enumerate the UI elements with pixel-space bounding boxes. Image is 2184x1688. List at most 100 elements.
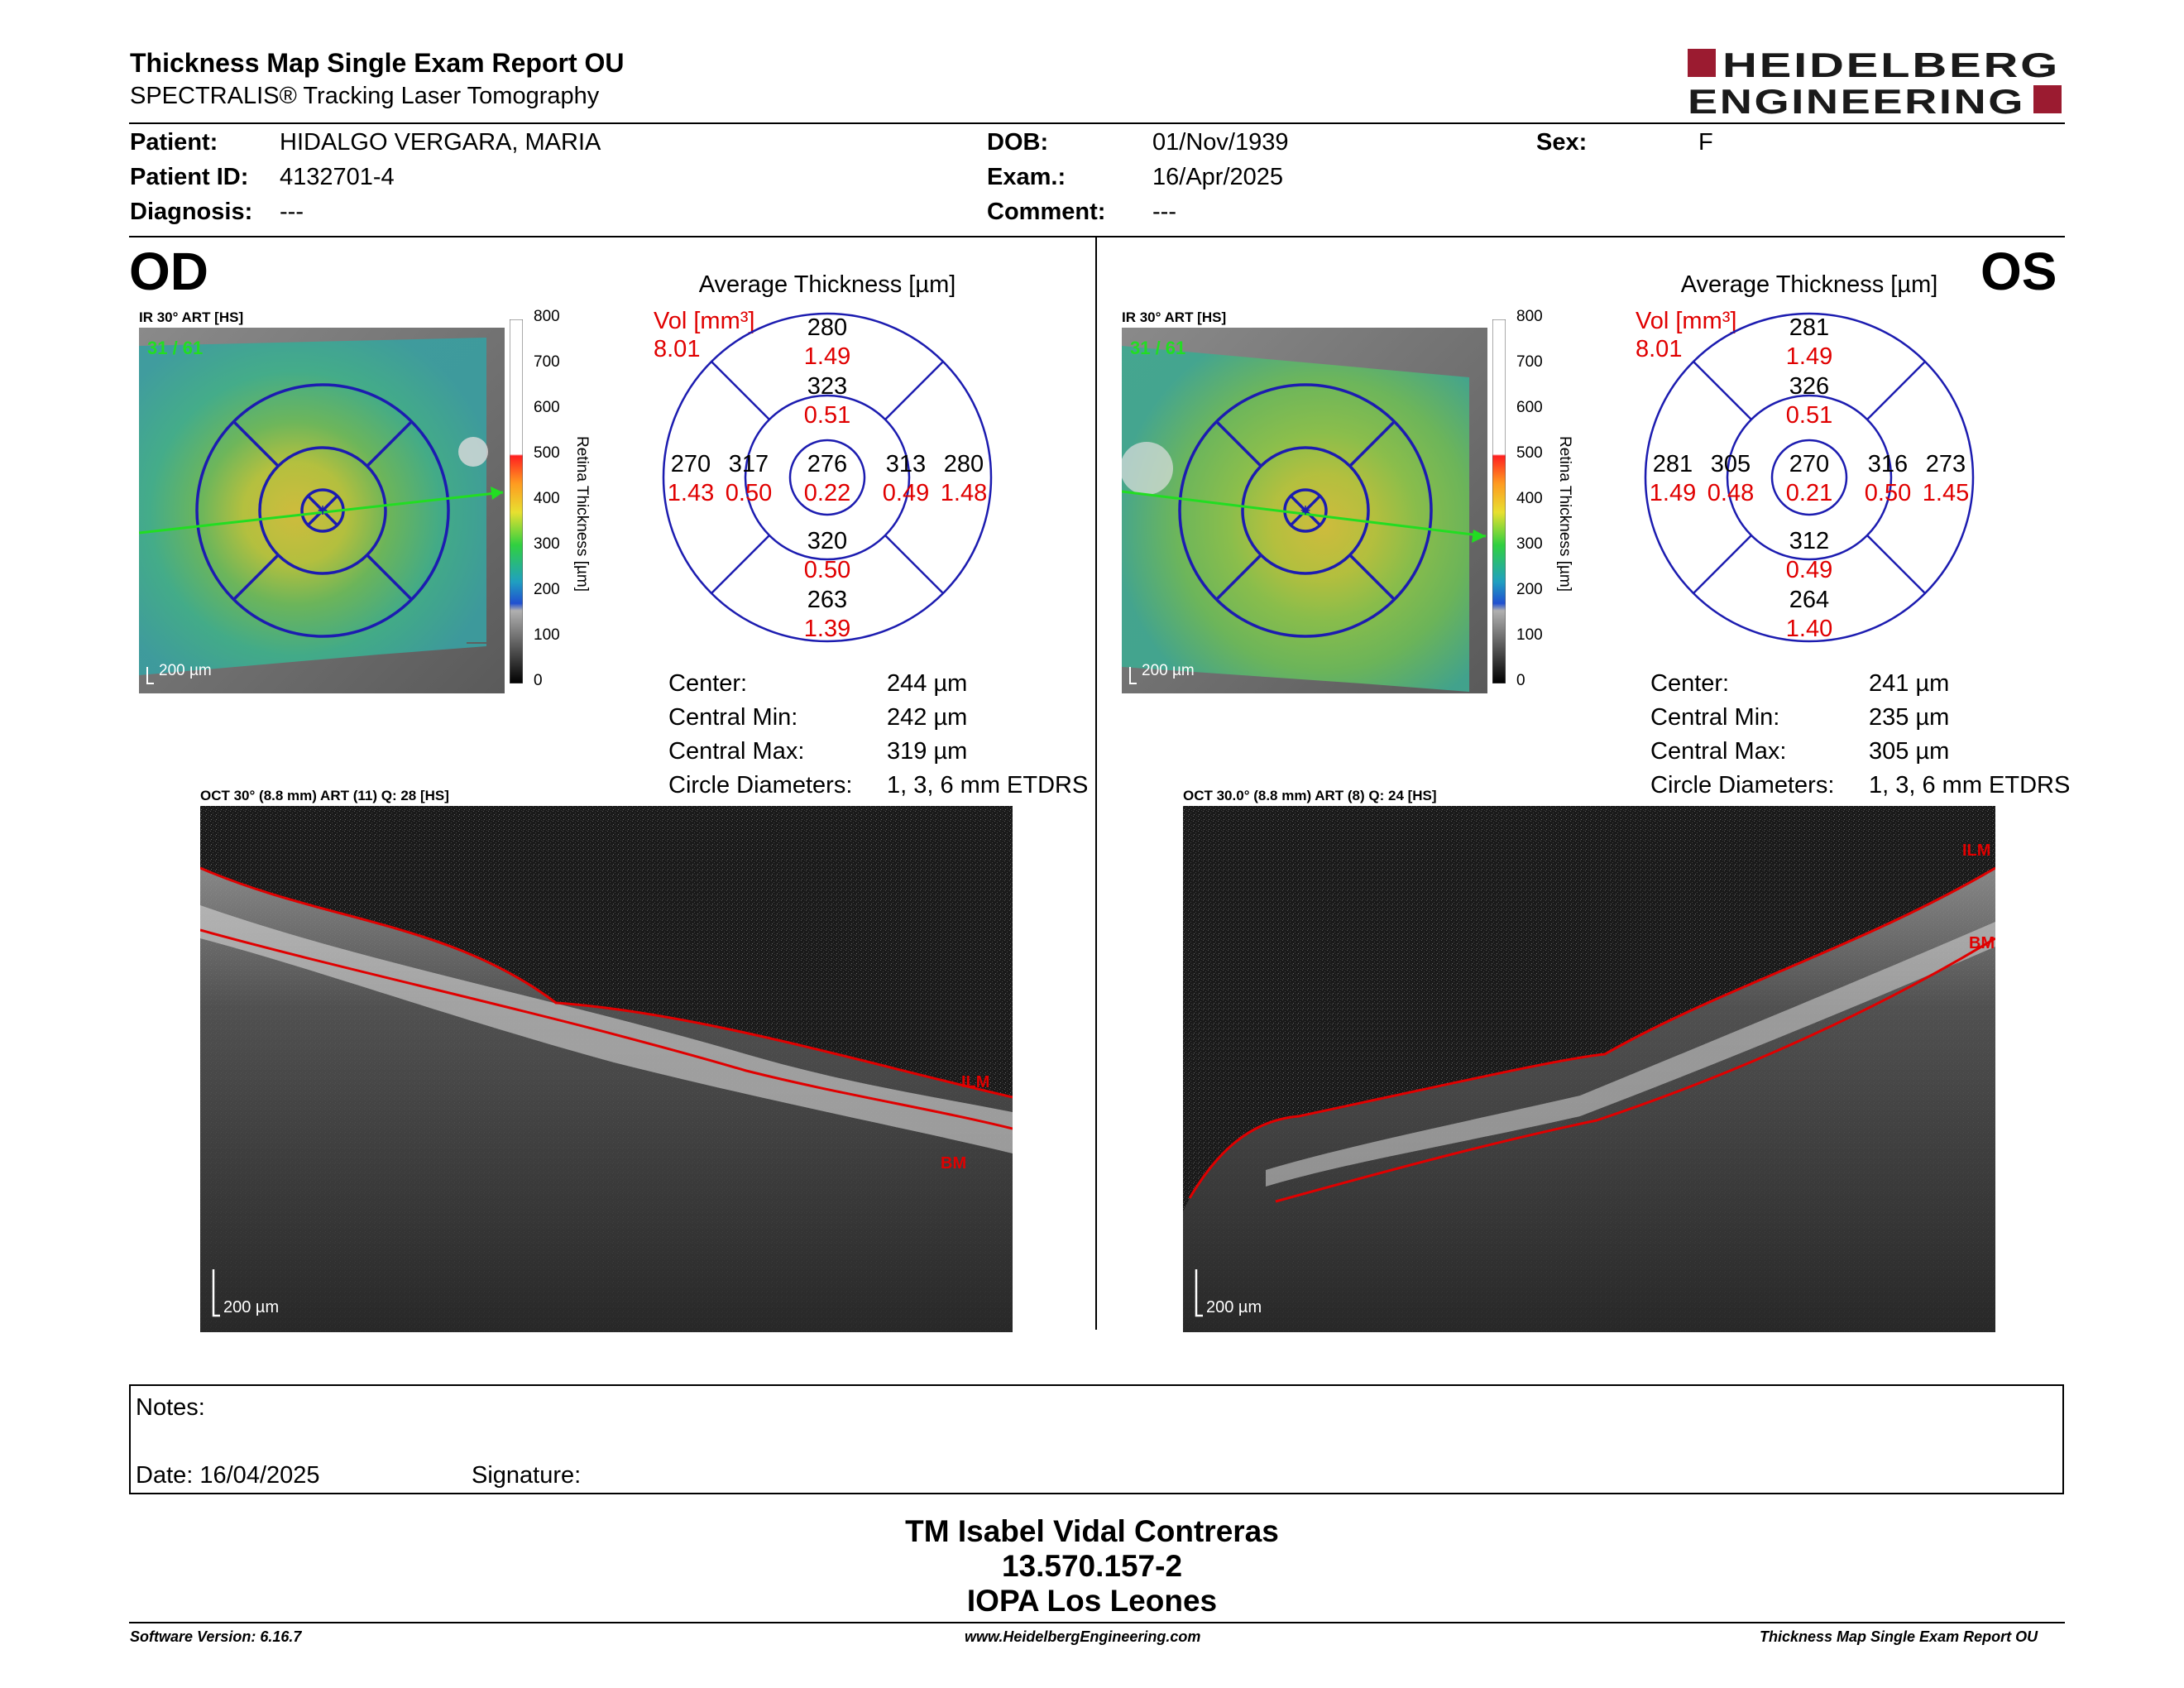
od-center-label: Center: <box>668 670 748 697</box>
dob-label: DOB: <box>987 129 1049 156</box>
os-inner-left-thickness: 305 <box>1710 451 1751 477</box>
od-oct-scale: 200 µm <box>223 1298 279 1316</box>
os-max-label: Central Max: <box>1650 738 1787 765</box>
od-inner-sup-volume: 0.51 <box>803 402 851 429</box>
od-tick: 200 <box>534 581 560 598</box>
eye-divider <box>1095 237 1097 1330</box>
os-center-label: Center: <box>1650 670 1730 697</box>
os-inner-right-volume: 0.50 <box>1864 480 1912 506</box>
os-tick: 500 <box>1516 444 1543 462</box>
od-inner-inf-volume: 0.50 <box>803 557 851 583</box>
od-outer-sup-thickness: 280 <box>807 314 848 341</box>
report-name-footer: Thickness Map Single Exam Report OU <box>1760 1628 2038 1645</box>
os-min-label: Central Min: <box>1650 704 1780 731</box>
logo-text-1: HEIDELBERG <box>1722 46 2060 84</box>
od-colorbar-title: Retina Thickness [µm] <box>573 436 591 592</box>
footer-clinic: IOPA Los Leones <box>966 1584 1218 1618</box>
patient-id-label: Patient ID: <box>130 164 249 190</box>
report-title: Thickness Map Single Exam Report OU <box>130 48 625 78</box>
od-outer-right-thickness: 280 <box>943 451 984 477</box>
od-tick: 700 <box>534 353 560 371</box>
os-center-value: 241 µm <box>1869 670 1950 697</box>
svg-text:+: + <box>318 500 328 520</box>
od-tick: 500 <box>534 444 560 462</box>
od-inner-sup-thickness: 323 <box>807 373 848 400</box>
od-max-value: 319 µm <box>887 738 968 765</box>
os-center-thickness: 270 <box>1789 451 1830 477</box>
os-diam-label: Circle Diameters: <box>1650 772 1835 798</box>
os-oct-label: OCT 30.0° (8.8 mm) ART (8) Q: 24 [HS] <box>1183 788 1437 803</box>
od-outer-sup-volume: 1.49 <box>803 343 851 370</box>
od-inner-inf-thickness: 320 <box>807 528 848 554</box>
od-fundus-scale: 200 µm <box>159 662 212 679</box>
os-fundus-image: + 31 / 61 200 µm <box>1122 328 1487 693</box>
od-diam-value: 1, 3, 6 mm ETDRS <box>887 772 1089 798</box>
os-colorbar <box>1492 319 1506 684</box>
sex-value: F <box>1698 129 1713 156</box>
os-bm-label: BM <box>1969 934 1995 952</box>
os-ilm-label: ILM <box>1962 842 1990 860</box>
od-diam-label: Circle Diameters: <box>668 772 853 798</box>
notes-box[interactable]: Notes: Date: 16/04/2025 Signature: <box>129 1384 2064 1494</box>
od-etdrs-grid <box>660 310 994 645</box>
od-vol-label: Vol [mm³] <box>654 308 755 334</box>
exam-label: Exam.: <box>987 164 1066 190</box>
notes-label: Notes: <box>136 1394 205 1421</box>
od-inner-right-thickness: 313 <box>885 451 927 477</box>
os-inner-sup-volume: 0.51 <box>1785 402 1833 429</box>
od-tick: 0 <box>534 672 543 689</box>
logo-text-2: ENGINEERING <box>1688 82 2025 120</box>
os-frame-counter: 31 / 61 <box>1130 338 1185 358</box>
od-tick: 600 <box>534 399 560 416</box>
od-oct-label: OCT 30° (8.8 mm) ART (11) Q: 28 [HS] <box>200 788 449 803</box>
os-colorbar-ticks: 800 700 600 500 400 300 200 100 0 <box>1506 308 1556 697</box>
os-outer-right-volume: 1.45 <box>1922 480 1970 506</box>
od-inner-right-volume: 0.49 <box>882 480 930 506</box>
od-outer-left-volume: 1.43 <box>667 480 715 506</box>
od-average-title: Average Thickness [µm] <box>698 271 956 298</box>
od-center-thickness: 276 <box>807 451 848 477</box>
od-eye-label: OD <box>129 242 208 301</box>
os-oct-scan: ILM BM 200 µm <box>1183 806 1995 1332</box>
os-vol-total: 8.01 <box>1636 336 1683 362</box>
os-outer-inf-thickness: 264 <box>1789 587 1830 613</box>
notes-date: Date: 16/04/2025 <box>136 1462 320 1489</box>
os-inner-inf-thickness: 312 <box>1789 528 1830 554</box>
diagnosis-label: Diagnosis: <box>130 199 253 225</box>
od-colorbar <box>509 319 524 684</box>
footer-examiner: TM Isabel Vidal Contreras <box>905 1514 1279 1548</box>
od-outer-left-thickness: 270 <box>670 451 711 477</box>
od-ilm-label: ILM <box>961 1073 989 1091</box>
os-vol-label: Vol [mm³] <box>1636 308 1737 334</box>
signature-label: Signature: <box>472 1462 582 1489</box>
od-bm-label: BM <box>941 1154 966 1172</box>
od-oct-scan: ILM BM 200 µm <box>200 806 1013 1332</box>
website-link[interactable]: www.HeidelbergEngineering.com <box>965 1628 1201 1645</box>
os-fundus-scale: 200 µm <box>1142 662 1195 679</box>
info-divider <box>129 236 2065 237</box>
od-max-label: Central Max: <box>668 738 805 765</box>
os-outer-left-volume: 1.49 <box>1649 480 1697 506</box>
od-vol-total: 8.01 <box>654 336 701 362</box>
heidelberg-logo: HEIDELBERG ENGINEERING <box>1688 46 2068 124</box>
patient-label: Patient: <box>130 129 218 156</box>
os-tick: 200 <box>1516 581 1543 598</box>
os-outer-left-thickness: 281 <box>1652 451 1693 477</box>
od-min-value: 242 µm <box>887 704 968 731</box>
os-outer-sup-volume: 1.49 <box>1785 343 1833 370</box>
report-subtitle: SPECTRALIS® Tracking Laser Tomography <box>130 83 600 109</box>
os-inner-sup-thickness: 326 <box>1789 373 1830 400</box>
os-tick: 400 <box>1516 490 1543 507</box>
footer-rut: 13.570.157-2 <box>1001 1549 1183 1583</box>
patient-id-value: 4132701-4 <box>280 164 395 190</box>
od-outer-inf-thickness: 263 <box>807 587 848 613</box>
patient-name: HIDALGO VERGARA, MARIA <box>280 129 601 156</box>
os-tick: 100 <box>1516 626 1543 644</box>
od-center-volume: 0.22 <box>803 480 851 506</box>
od-inner-left-thickness: 317 <box>728 451 769 477</box>
od-min-label: Central Min: <box>668 704 798 731</box>
od-tick: 400 <box>534 490 560 507</box>
od-center-value: 244 µm <box>887 670 968 697</box>
diagnosis-value: --- <box>280 199 304 225</box>
os-inner-right-thickness: 316 <box>1867 451 1909 477</box>
